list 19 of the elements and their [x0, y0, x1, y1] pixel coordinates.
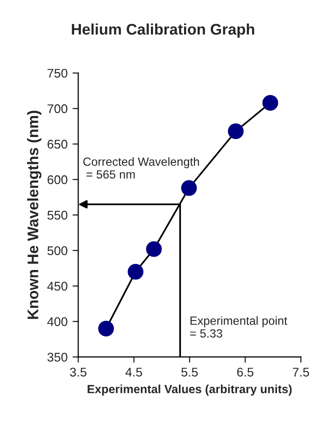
y-tick-label: 700	[48, 104, 68, 114]
y-tick-label: 500	[47, 246, 68, 256]
x-axis-title: Experimental Values (arbitrary units)	[88, 384, 292, 396]
annotation: Corrected Wavelength = 565 nm	[83, 157, 199, 179]
y-tick-label: 450	[47, 282, 68, 291]
y-axis-title: Known He Wavelengths (nm)	[27, 110, 42, 319]
x-tick-label: 7.5	[292, 368, 310, 377]
y-tick-label: 750	[48, 68, 68, 78]
x-tick-label: 4.5	[126, 368, 142, 377]
y-tick-label: 650	[48, 140, 68, 149]
y-tick-label: 350	[47, 352, 68, 362]
x-tick-label: 6.5	[237, 368, 254, 377]
x-tick-label: 3.5	[70, 368, 86, 377]
chart-title: Helium Calibration Graph	[72, 23, 254, 38]
annotation: Experimental point = 5.33	[190, 316, 288, 338]
y-tick-label: 400	[47, 317, 68, 326]
x-tick-label: 5.5	[181, 368, 198, 377]
y-tick-label: 600	[48, 175, 68, 184]
y-tick-label: 550	[47, 210, 68, 220]
